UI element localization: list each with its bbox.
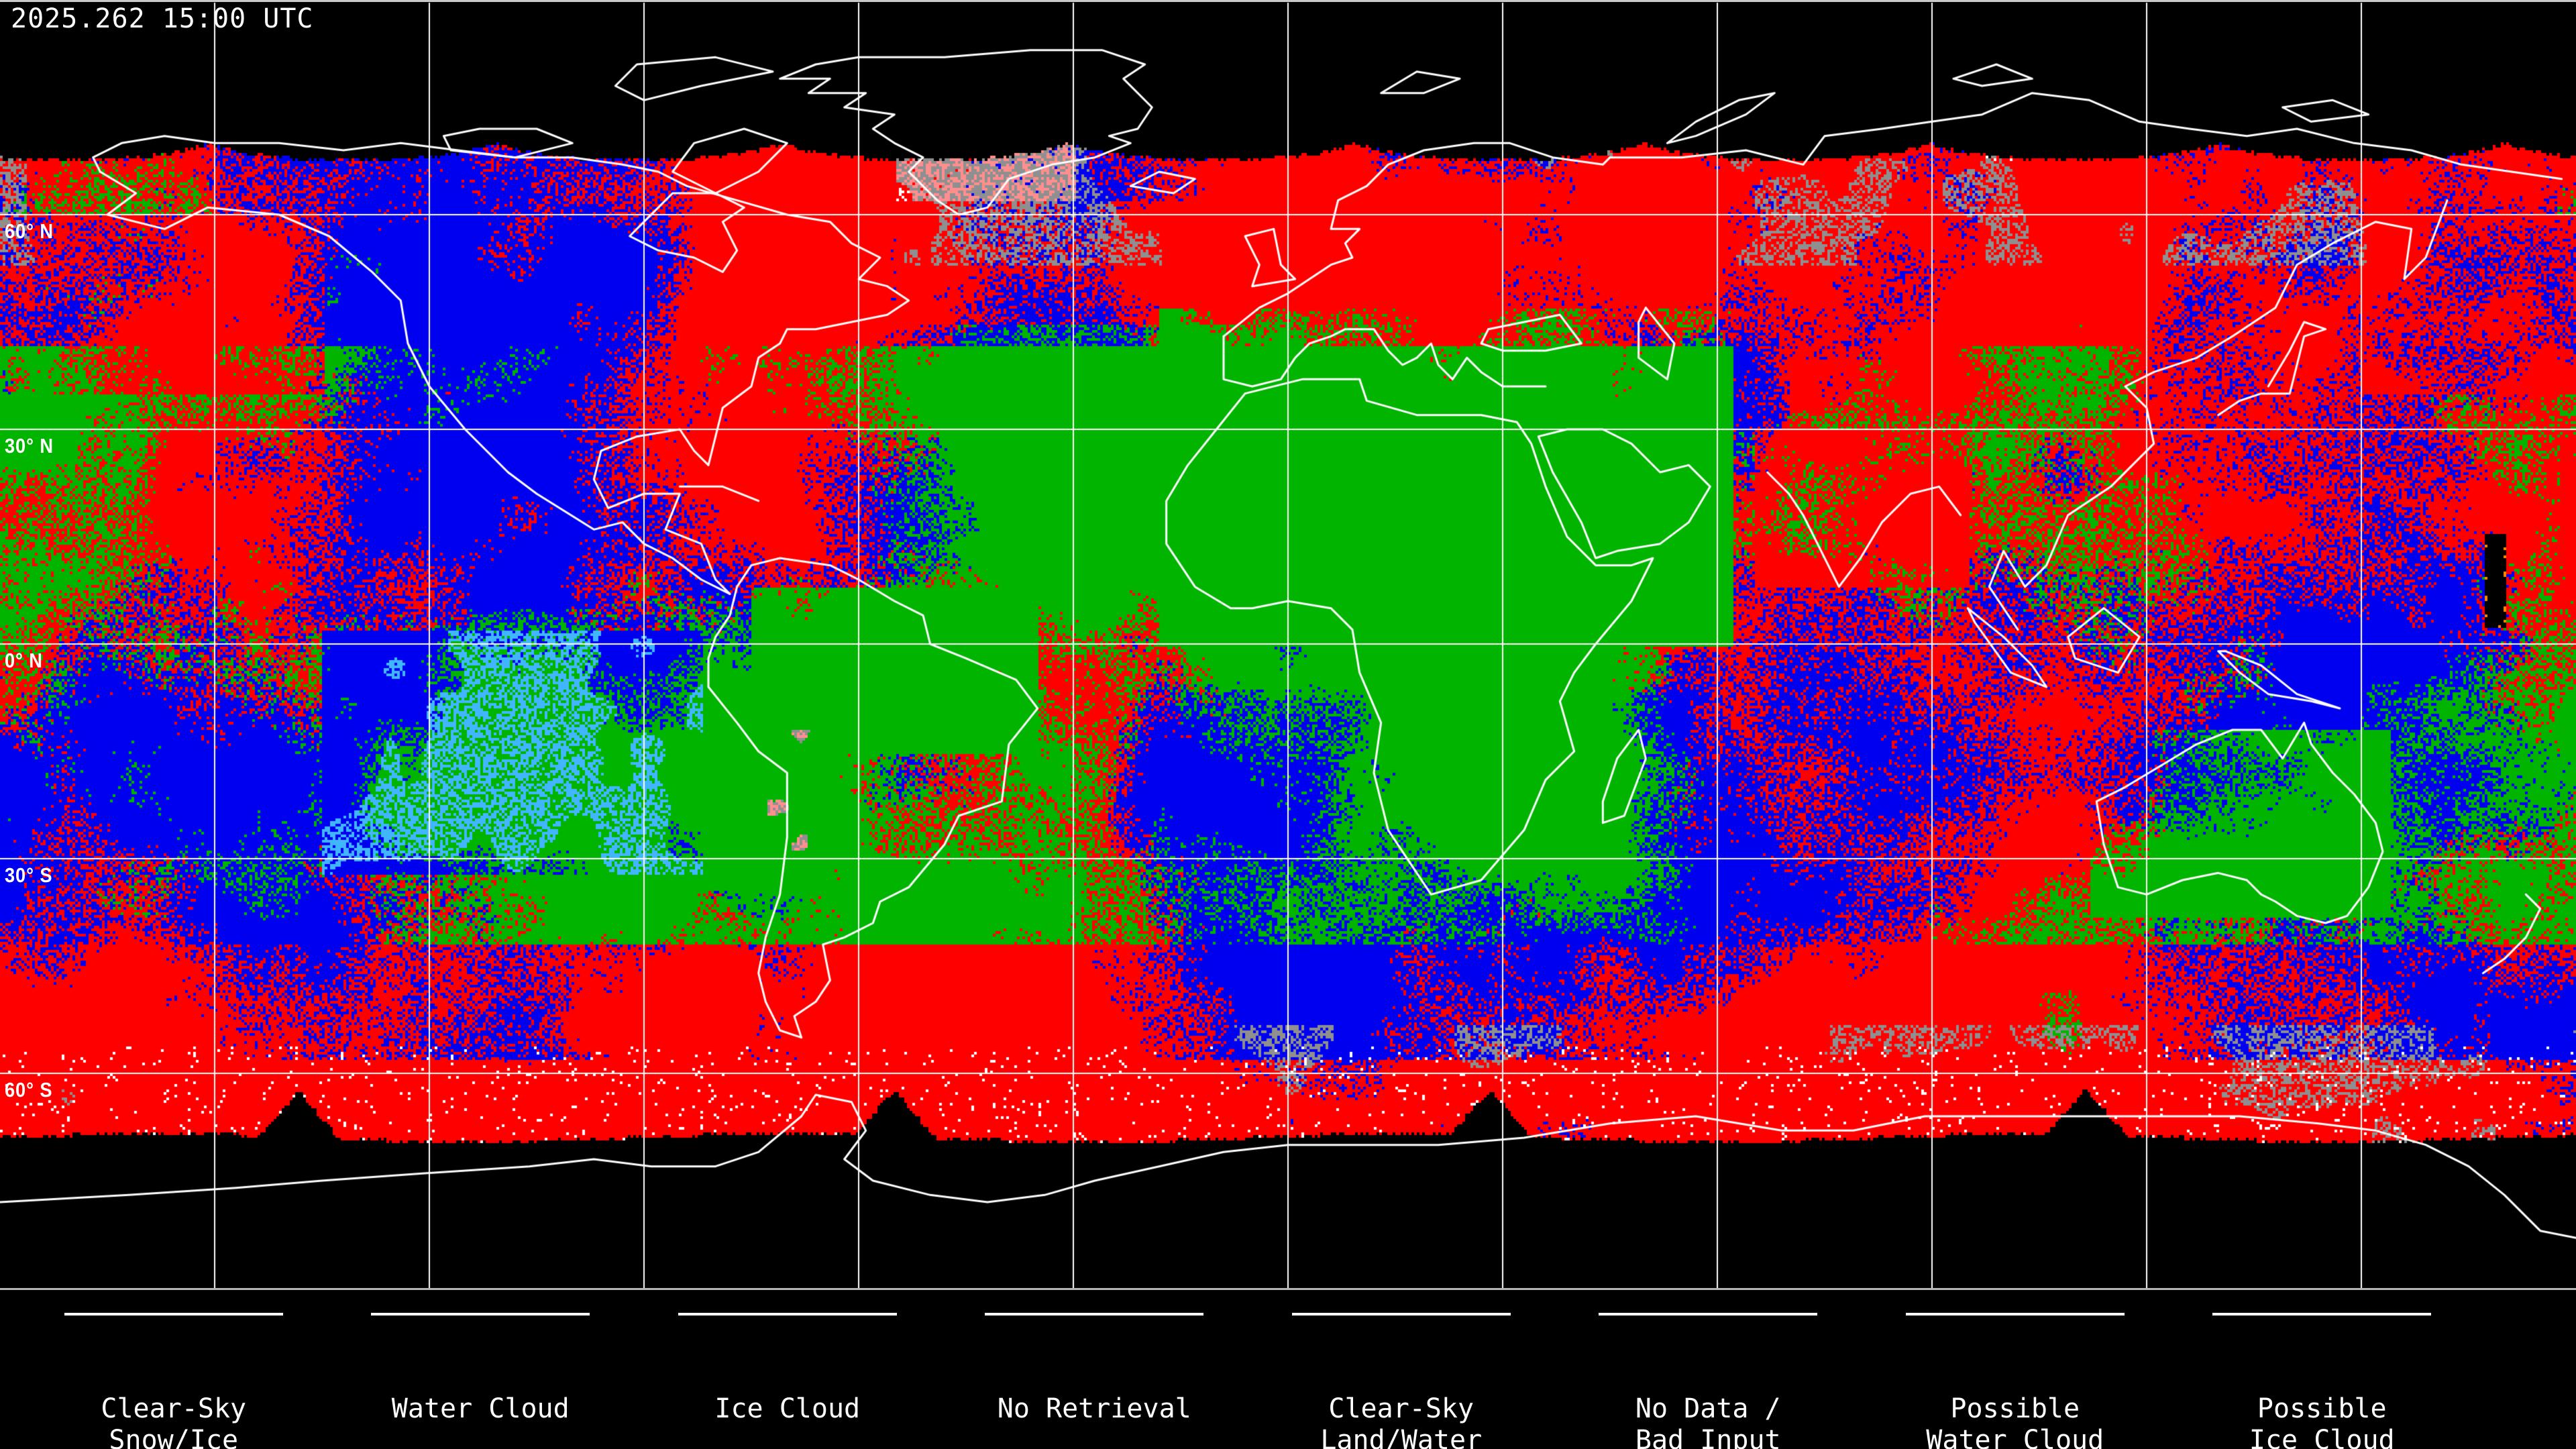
latitude-label: 30° N bbox=[5, 434, 54, 458]
legend-swatch-possible-water bbox=[1905, 1313, 2125, 1316]
legend-swatch-land-water bbox=[1291, 1313, 1511, 1316]
latitude-label: 60° N bbox=[5, 219, 54, 243]
legend-swatch-snow-ice bbox=[64, 1313, 283, 1316]
legend-swatch-possible-ice bbox=[2212, 1313, 2432, 1316]
legend: Clear-Sky Snow/Ice Water Cloud Ice Cloud … bbox=[0, 1288, 2576, 1449]
timestamp: 2025.262 15:00 UTC bbox=[11, 3, 314, 34]
legend-label: Ice Cloud bbox=[714, 1393, 861, 1424]
legend-swatch-ice-cloud bbox=[678, 1313, 897, 1316]
legend-label: No Data / Bad Input bbox=[1635, 1393, 1781, 1449]
legend-item-no-retrieval: No Retrieval bbox=[941, 1290, 1248, 1449]
legend-item-possible-water-cloud: Possible Water Cloud bbox=[1862, 1290, 2169, 1449]
legend-item-possible-ice-cloud: Possible Ice Cloud bbox=[2169, 1290, 2476, 1449]
legend-item-water-cloud: Water Cloud bbox=[327, 1290, 635, 1449]
legend-item-no-data-bad-input: No Data / Bad Input bbox=[1555, 1290, 1862, 1449]
latitude-label: 0° N bbox=[5, 649, 43, 672]
top-border-line bbox=[0, 0, 2576, 2]
legend-item-ice-cloud: Ice Cloud bbox=[634, 1290, 941, 1449]
legend-swatch-water-cloud bbox=[371, 1313, 590, 1316]
latitude-label: 30° S bbox=[5, 863, 53, 887]
legend-item-clear-sky-land-water: Clear-Sky Land/Water bbox=[1248, 1290, 1555, 1449]
latitude-label: 60° S bbox=[5, 1078, 53, 1102]
legend-label: Water Cloud bbox=[391, 1393, 570, 1424]
legend-label: Clear-Sky Snow/Ice bbox=[101, 1393, 247, 1449]
legend-swatch-bad-input bbox=[1599, 1313, 1818, 1316]
legend-label: Possible Water Cloud bbox=[1926, 1393, 2104, 1449]
world-cloud-map-canvas bbox=[0, 0, 2576, 1288]
legend-label: Possible Ice Cloud bbox=[2249, 1393, 2395, 1449]
legend-label: No Retrieval bbox=[997, 1393, 1191, 1424]
legend-swatch-no-retrieval bbox=[985, 1313, 1204, 1316]
legend-label: Clear-Sky Land/Water bbox=[1320, 1393, 1483, 1449]
legend-item-clear-sky-snow-ice: Clear-Sky Snow/Ice bbox=[20, 1290, 327, 1449]
